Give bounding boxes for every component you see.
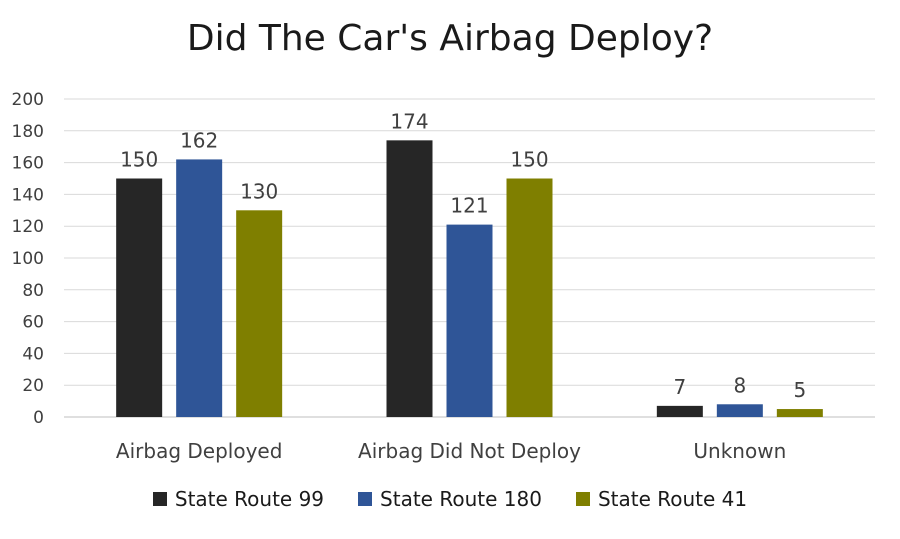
y-tick-label: 0	[33, 408, 44, 428]
bar	[506, 178, 553, 417]
legend-item: State Route 99	[152, 487, 325, 511]
y-tick-label: 200	[12, 90, 44, 110]
data-label: 5	[793, 378, 806, 402]
bar	[386, 140, 433, 417]
x-tick-label: Airbag Deployed	[116, 439, 283, 463]
data-label: 174	[390, 109, 428, 133]
bar	[776, 409, 823, 417]
data-label: 8	[733, 373, 746, 397]
data-label: 130	[240, 179, 278, 203]
chart-title: Did The Car's Airbag Deploy?	[186, 18, 714, 59]
legend-item: State Route 180	[358, 487, 542, 511]
legend-label: State Route 180	[380, 487, 542, 511]
bar	[656, 405, 703, 417]
y-tick-label: 100	[12, 249, 44, 269]
legend-swatch	[358, 492, 373, 506]
legend-swatch	[575, 492, 590, 506]
y-tick-label: 140	[12, 185, 44, 205]
bar	[716, 404, 763, 417]
y-tick-label: 60	[22, 313, 44, 333]
data-label: 7	[673, 375, 686, 399]
data-label: 121	[450, 194, 488, 218]
bar	[116, 178, 163, 417]
legend: State Route 99 State Route 180 State Route…	[0, 487, 900, 511]
data-label: 150	[510, 148, 548, 172]
data-label: 162	[180, 128, 218, 152]
y-tick-label: 120	[12, 217, 44, 237]
legend-label: State Route 99	[174, 487, 325, 511]
bar	[446, 224, 493, 417]
y-tick-label: 80	[22, 281, 44, 301]
legend-label: State Route 41	[597, 487, 748, 511]
data-label: 150	[120, 148, 158, 172]
y-tick-label: 40	[22, 344, 44, 364]
y-tick-label: 20	[22, 376, 44, 396]
legend-swatch	[152, 492, 167, 506]
y-tick-label: 180	[12, 122, 44, 142]
y-tick-label: 160	[12, 154, 44, 174]
x-tick-label: Airbag Did Not Deploy	[358, 439, 581, 463]
x-tick-label: Unknown	[693, 439, 786, 463]
bar	[236, 210, 283, 417]
bar	[176, 159, 223, 418]
legend-item: State Route 41	[575, 487, 748, 511]
